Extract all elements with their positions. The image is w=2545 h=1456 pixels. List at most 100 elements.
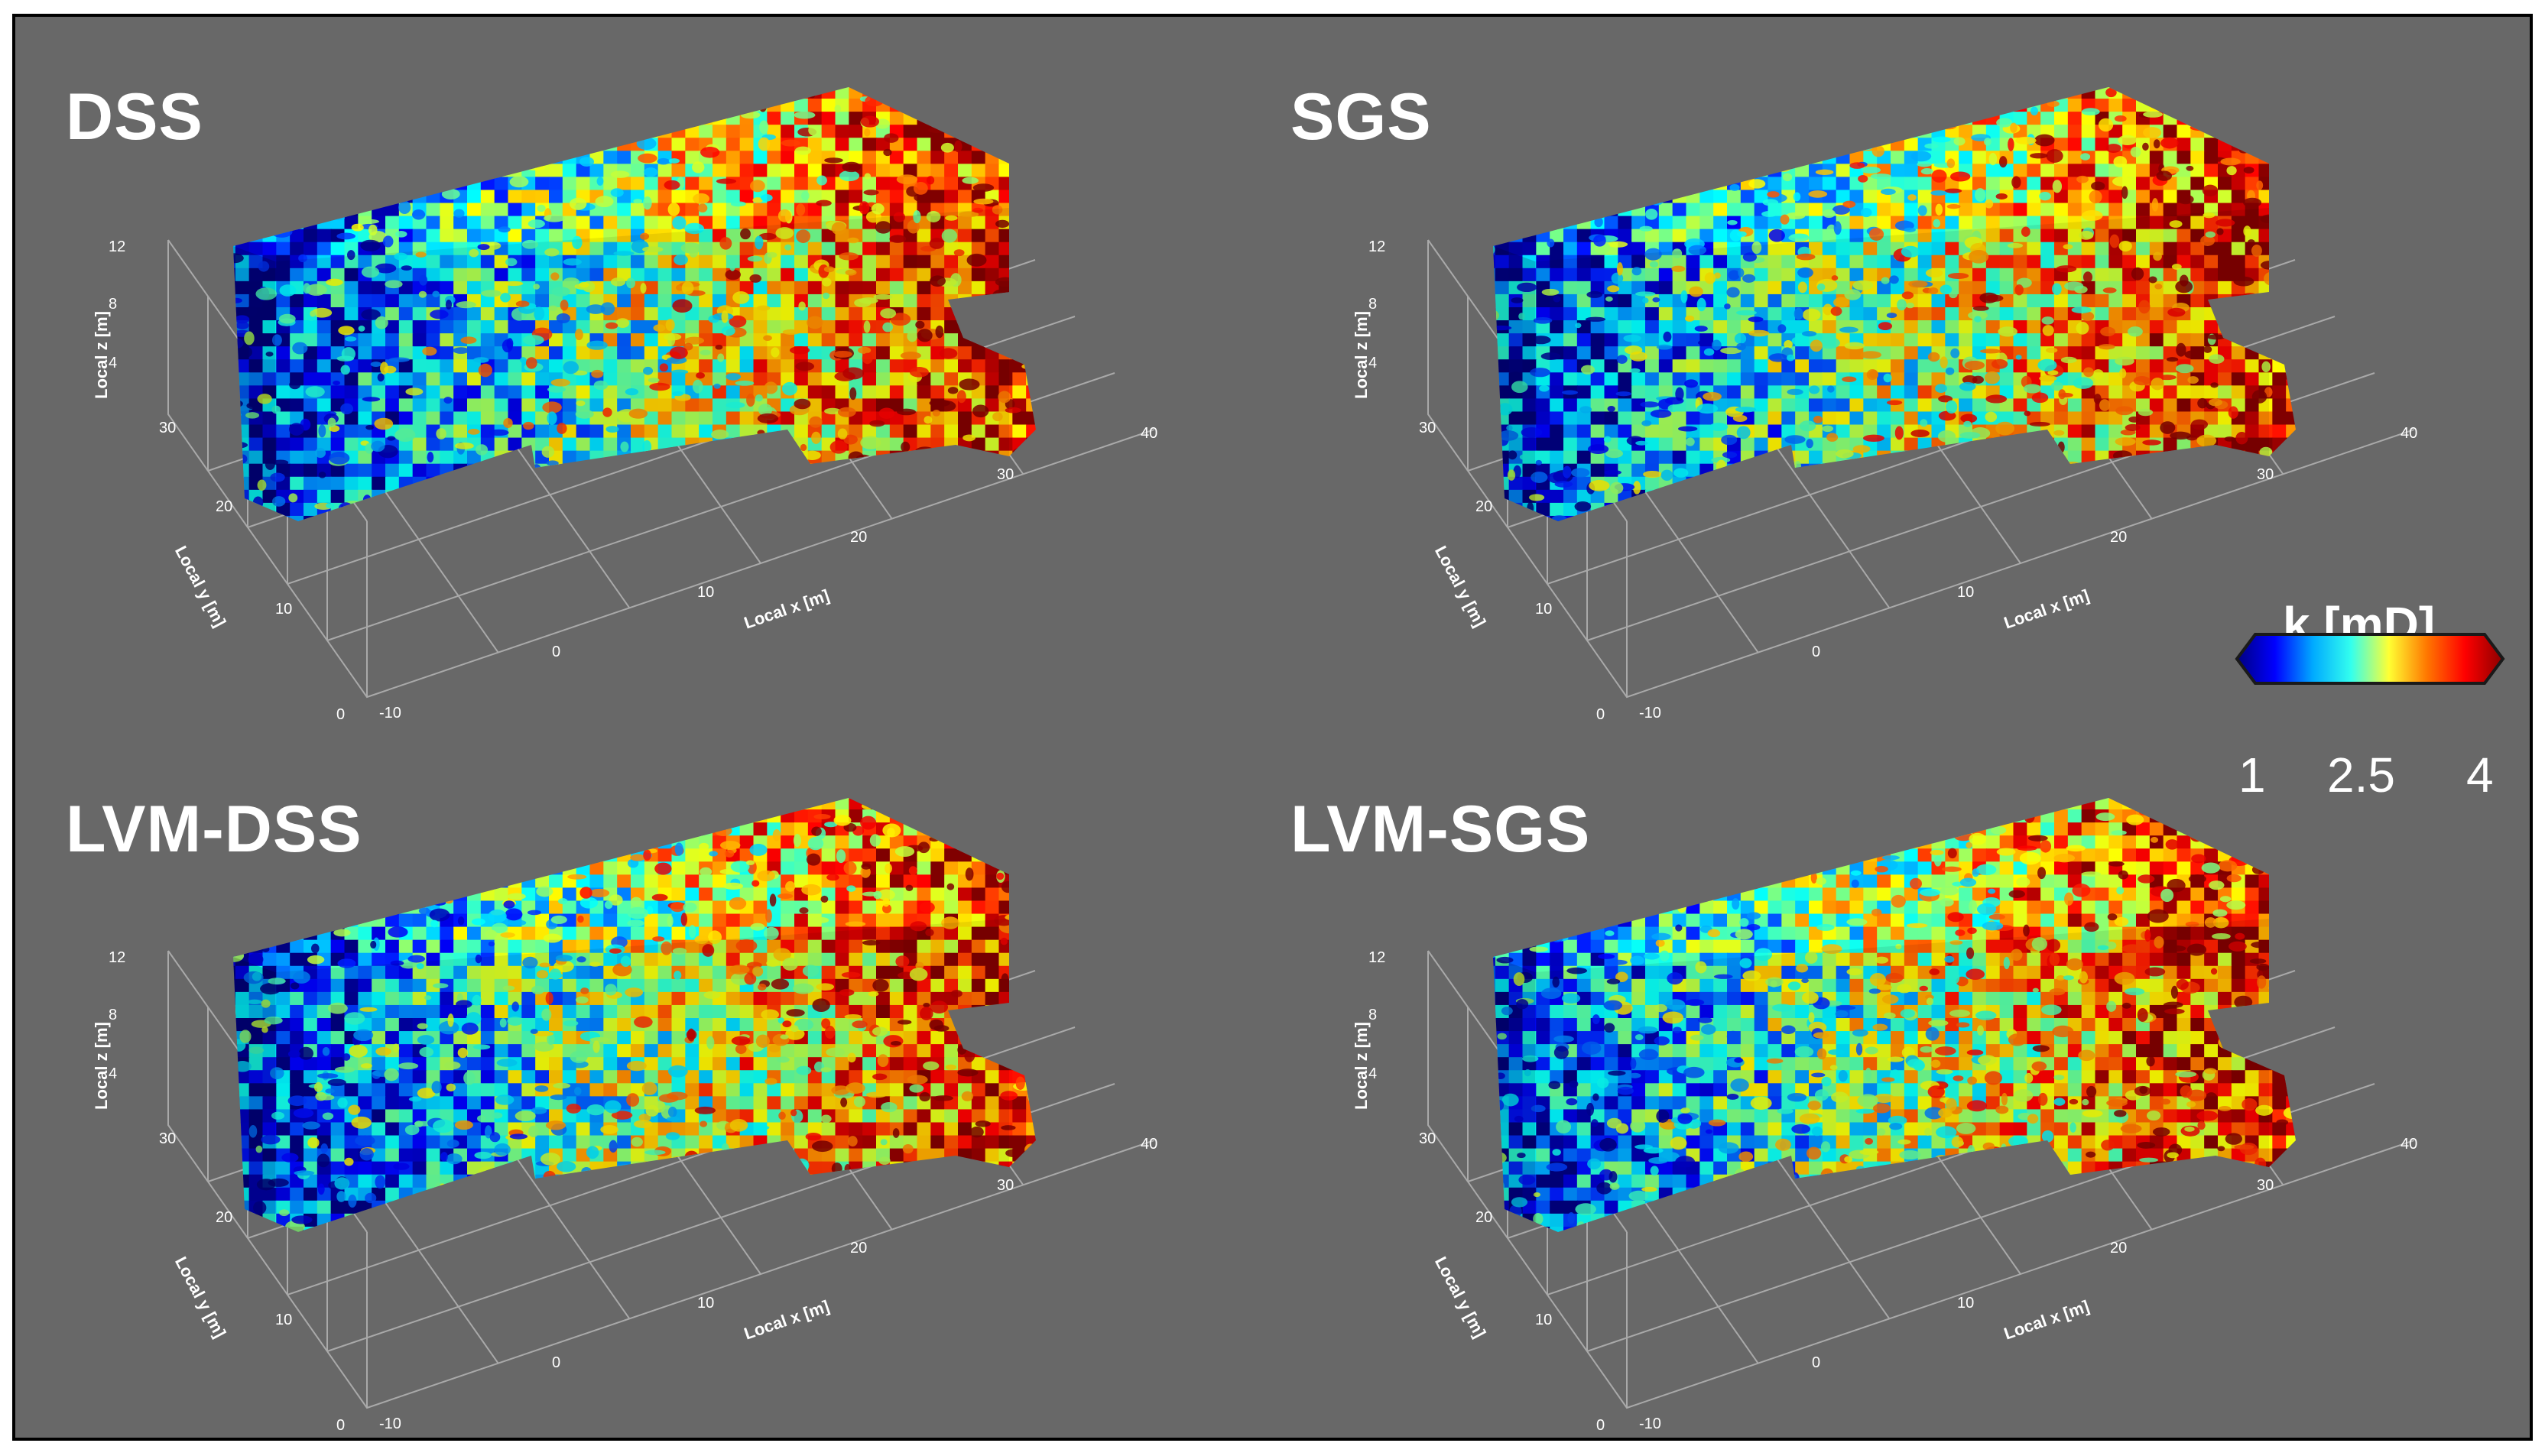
speckle <box>473 357 489 363</box>
voxel <box>794 333 809 348</box>
voxel <box>521 476 537 491</box>
voxel <box>998 424 1014 439</box>
voxel <box>535 164 550 178</box>
voxel <box>508 229 523 243</box>
speckle <box>574 329 583 341</box>
voxel <box>344 515 359 521</box>
voxel <box>372 398 386 413</box>
voxel <box>767 489 782 504</box>
speckle <box>801 190 810 201</box>
speckle <box>880 308 897 319</box>
voxel <box>2013 87 2028 100</box>
voxel <box>903 450 918 465</box>
speckle <box>853 490 862 500</box>
voxel <box>262 424 278 439</box>
speckle <box>388 357 410 362</box>
voxel <box>412 320 427 335</box>
voxel <box>1576 229 1592 243</box>
voxel <box>372 177 386 191</box>
speckle <box>1679 90 1693 100</box>
speckle <box>687 110 695 118</box>
voxel <box>358 151 373 165</box>
voxel <box>1713 164 1728 178</box>
voxel <box>1590 164 1605 178</box>
speckle <box>847 237 859 244</box>
speckle <box>218 376 229 381</box>
speckle <box>929 514 939 521</box>
voxel <box>1686 177 1701 191</box>
voxel <box>903 385 918 400</box>
voxel <box>549 346 563 361</box>
speckle <box>782 329 800 335</box>
volume <box>218 87 1036 521</box>
speckle <box>448 112 462 118</box>
voxel <box>344 411 359 426</box>
voxel <box>385 177 400 191</box>
voxel <box>290 242 304 256</box>
voxel <box>753 164 768 178</box>
speckle <box>1031 174 1036 186</box>
voxel <box>2245 307 2260 322</box>
voxel <box>2286 502 2296 517</box>
voxel <box>971 450 986 465</box>
voxel <box>2136 164 2151 178</box>
voxel <box>2163 99 2178 113</box>
voxel <box>958 125 972 139</box>
voxel <box>657 293 673 308</box>
voxel <box>521 151 537 165</box>
voxel <box>1645 515 1660 521</box>
voxel <box>549 476 563 491</box>
speckle <box>345 517 367 521</box>
voxel <box>1495 99 1510 113</box>
voxel <box>426 372 441 387</box>
voxel <box>412 229 427 243</box>
voxel <box>2286 268 2296 282</box>
voxel <box>467 372 482 387</box>
speckle <box>340 365 350 375</box>
speckle <box>822 277 832 287</box>
voxel <box>2258 307 2274 322</box>
voxel <box>1590 125 1605 139</box>
voxel <box>671 229 687 243</box>
voxel <box>562 138 577 152</box>
voxel <box>2286 385 2296 400</box>
voxel <box>753 320 768 335</box>
voxel <box>2286 151 2296 165</box>
speckle <box>269 193 289 204</box>
voxel <box>2040 502 2055 517</box>
voxel <box>699 99 713 113</box>
voxel <box>917 307 932 322</box>
voxel <box>1012 280 1027 295</box>
voxel <box>398 138 414 152</box>
voxel <box>1972 112 1987 126</box>
voxel <box>1740 489 1755 504</box>
voxel <box>1727 87 1742 100</box>
voxel <box>398 242 414 256</box>
voxel <box>603 125 618 139</box>
voxel <box>1917 489 1933 504</box>
speckle <box>1931 169 1947 183</box>
voxel <box>1740 99 1755 113</box>
voxel <box>480 424 495 439</box>
voxel <box>1631 99 1646 113</box>
voxel <box>494 437 509 452</box>
voxel <box>781 333 795 348</box>
voxel <box>657 463 673 478</box>
voxel <box>521 280 537 295</box>
voxel <box>508 372 523 387</box>
speckle <box>233 89 236 101</box>
voxel <box>2040 515 2055 521</box>
voxel <box>1781 87 1797 100</box>
voxel <box>739 87 755 100</box>
voxel <box>1645 164 1660 178</box>
voxel <box>2258 515 2274 521</box>
voxel <box>807 99 823 113</box>
voxel <box>2272 268 2287 282</box>
speckle <box>411 108 427 119</box>
voxel <box>862 463 877 478</box>
voxel <box>671 99 687 113</box>
speckle <box>896 174 918 185</box>
speckle <box>884 133 899 143</box>
speckle <box>795 362 815 371</box>
voxel <box>862 242 877 256</box>
